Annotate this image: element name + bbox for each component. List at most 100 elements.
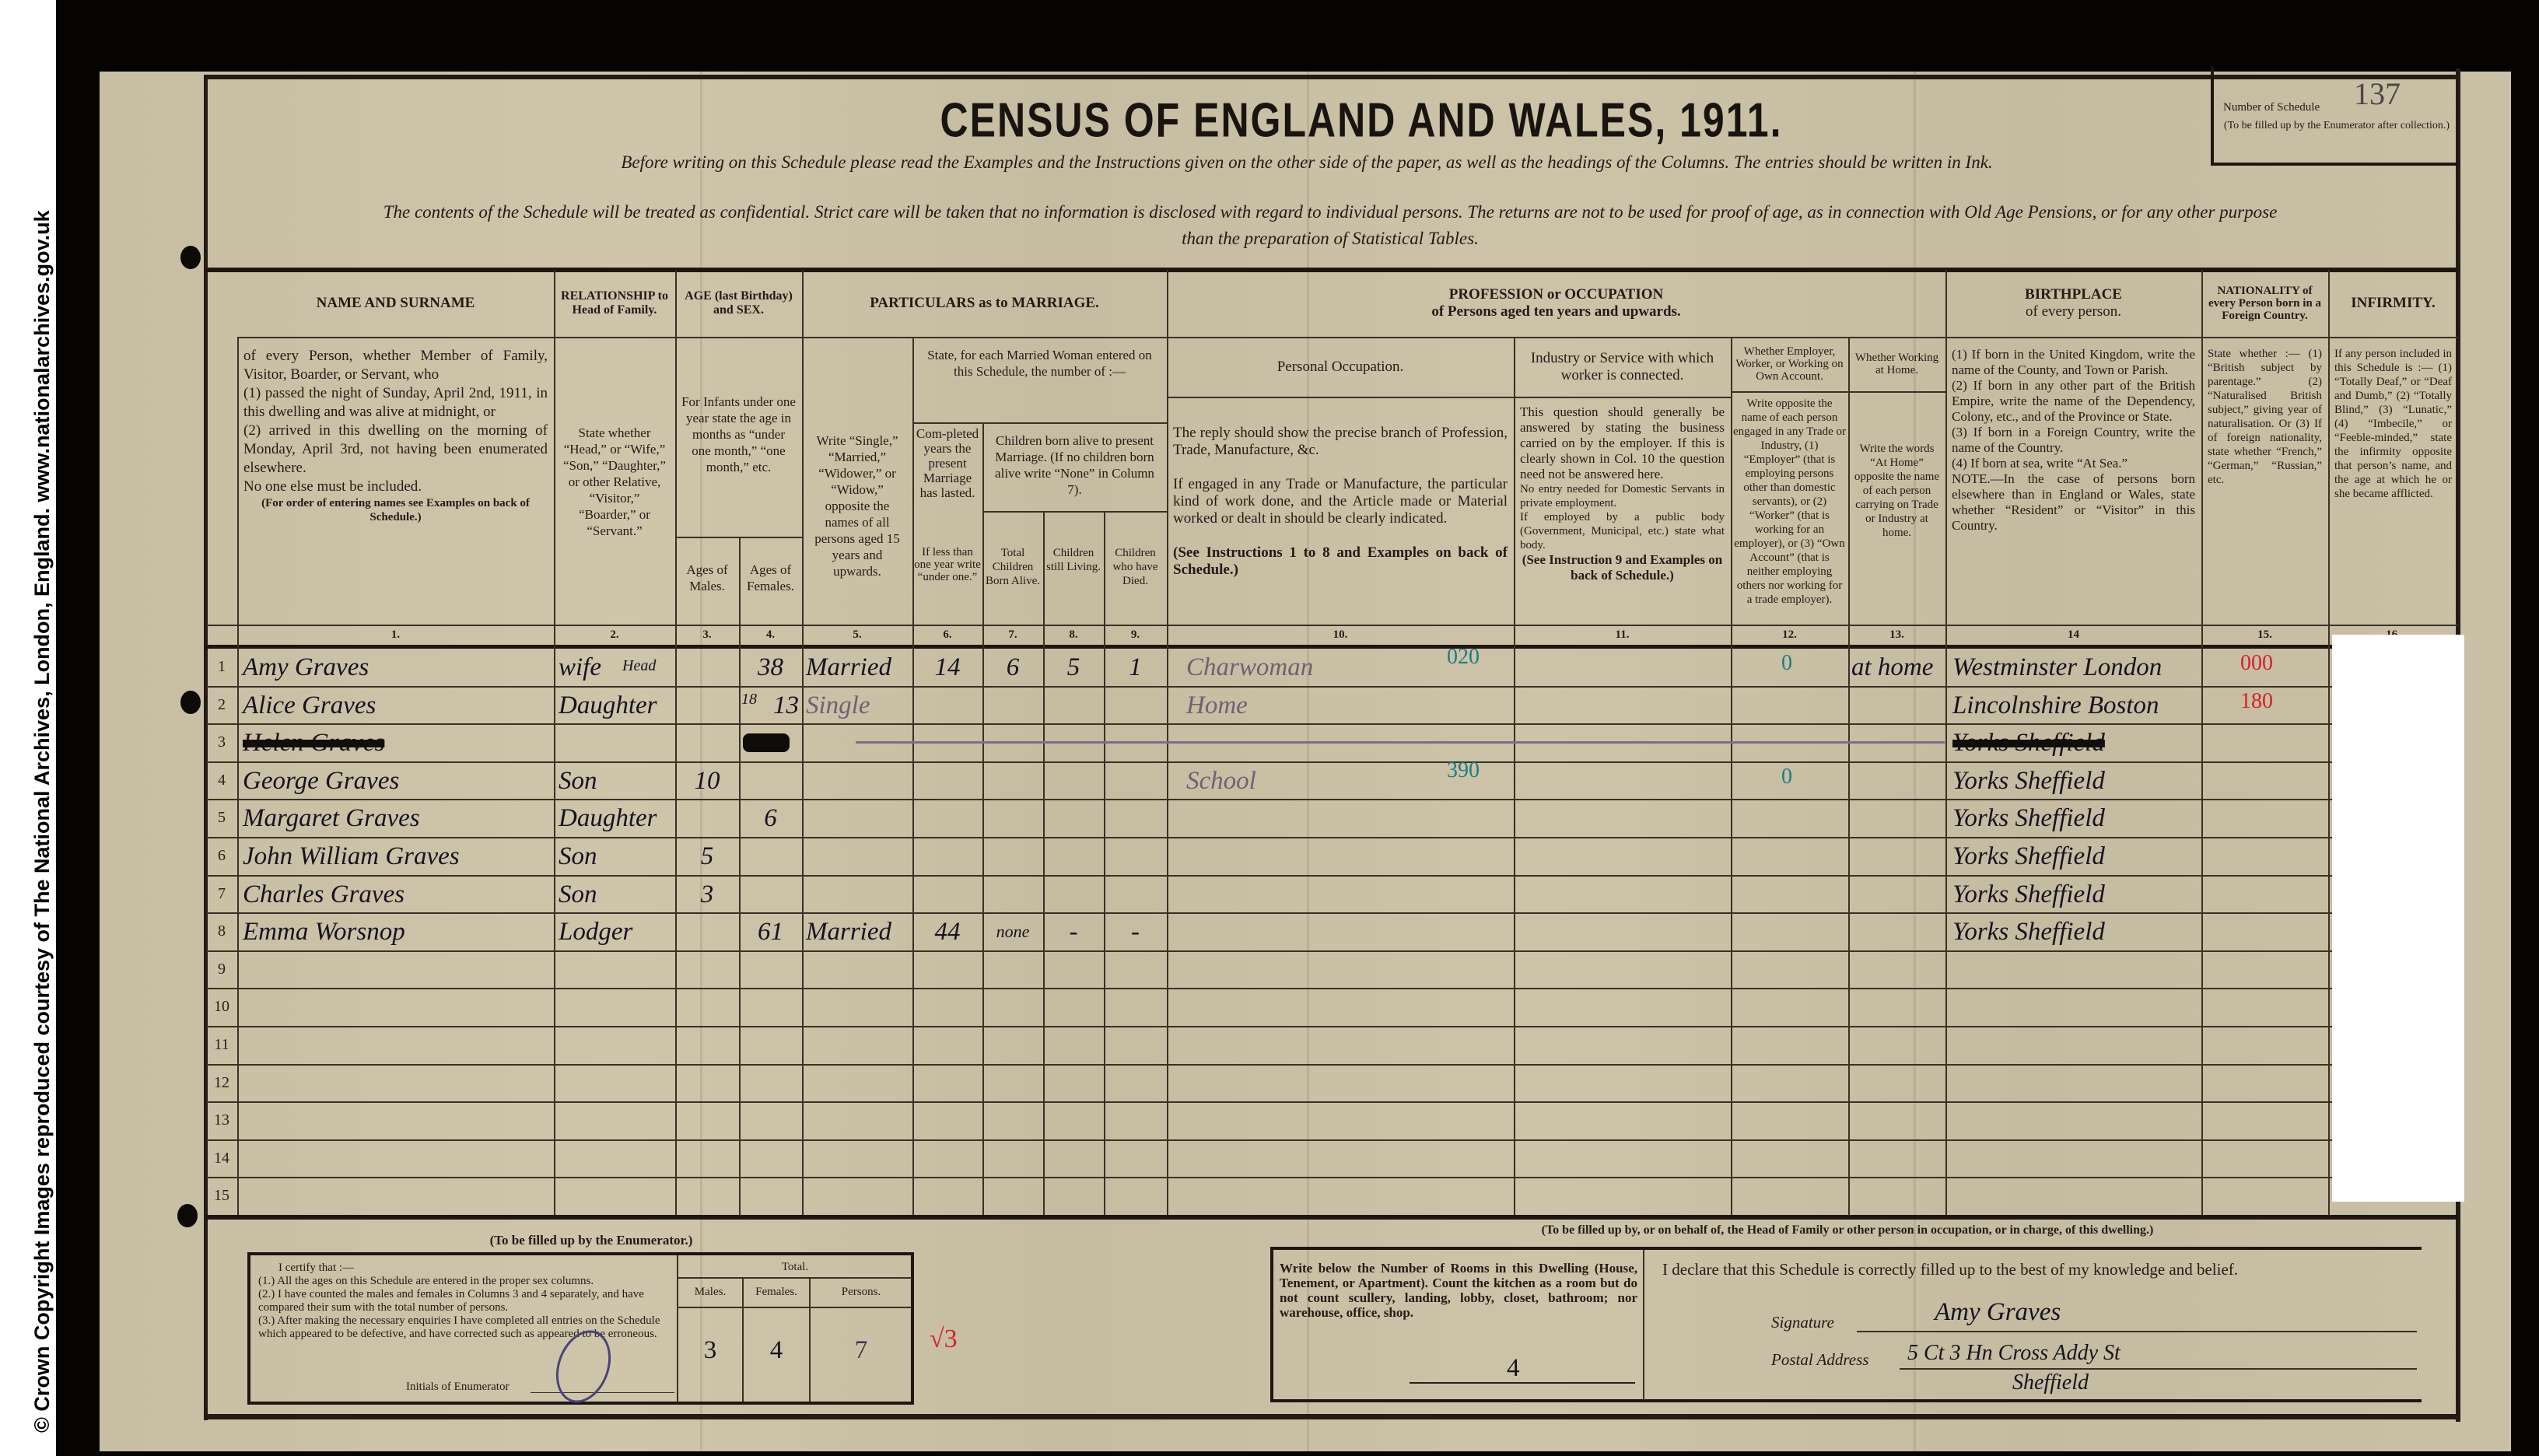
male-age: 3 [700,880,714,908]
enumerator-check-mark: √3 [930,1325,958,1353]
rooms-line [1410,1382,1635,1384]
persons-label: Persons. [841,1286,881,1298]
signature: Amy Graves [1935,1298,2061,1326]
relationship: Son [559,842,597,870]
person-name: Helen Graves [243,729,385,758]
header-nationality-desc: State whether :— (1) “British subject by… [2208,348,2322,486]
total-females: 4 [769,1336,783,1364]
marital-condition: Married [806,918,891,947]
binder-hole [180,246,201,269]
header-col11-desc-4: (See Instruction 9 and Examples on back … [1522,552,1723,583]
children-died: 1 [1129,653,1142,681]
nationality-code: 180 [2240,688,2273,713]
column-rule [1104,511,1105,1217]
number-of-rooms: 4 [1507,1354,1520,1382]
birthplace: Yorks Sheffield [1952,880,2105,908]
header-birthplace-subtitle: of every person. [2026,303,2121,320]
row-number: 7 [218,884,226,902]
rule [678,1307,912,1308]
header-col12: Whether Employer, Worker, or Working on … [1735,345,1844,383]
relationship: Son [559,766,597,795]
column-rule [675,270,677,1217]
frame-top [204,75,2460,79]
confidentiality-notice-cont: than the preparation of Statistical Tabl… [1182,229,1479,248]
header-birthplace-title: BIRTHPLACE [2025,286,2122,303]
row-number: 4 [218,771,226,789]
rooms-instruction: Write below the Number of Rooms in this … [1280,1261,1637,1320]
column-rule [1514,337,1515,1217]
male-age: 10 [694,766,720,795]
header-birthplace: BIRTHPLACE of every person. [1945,270,2201,337]
head-of-family-box: Write below the Number of Rooms in this … [1270,1247,2422,1402]
column-rule [982,422,984,1217]
column-rule [1043,511,1045,1217]
row-rule [206,723,2458,726]
employer-code: 0 [1781,764,1792,789]
column-number: 3. [702,628,712,641]
header-col11: Industry or Service with which worker is… [1530,349,1714,383]
row-number: 3 [218,733,226,751]
household-row [206,762,2458,800]
header-relationship: RELATIONSHIP to Head of Family. [561,289,668,317]
header-marriage: PARTICULARS as to MARRIAGE. [870,295,1099,311]
initials-label: Initials of Enumerator [406,1381,510,1393]
row-rule [206,950,2458,952]
header-age-females: Ages of Females. [747,562,794,593]
header-col12-desc: Write opposite the name of each person e… [1733,397,1846,606]
household-row [206,1178,2458,1216]
header-age-males: Ages of Males. [686,562,728,593]
birthplace: Yorks Sheffield [1952,729,2105,758]
pencil-strike-line [856,741,1945,744]
header-col11-desc-1: This question should generally be answer… [1520,404,1725,481]
column-number: 11. [1615,628,1630,641]
column-number: 5. [853,628,862,641]
header-col13-desc: Write the words “At Home” opposite the n… [1854,443,1940,539]
household-row [206,1102,2458,1140]
males-label: Males. [694,1286,727,1298]
person-name: Amy Graves [243,653,369,681]
header-col10-desc-1: The reply should show the precise branch… [1173,425,1508,458]
header-col5-desc: Write “Single,” “Married,” “Widower,” or… [814,433,900,579]
children-living: 5 [1066,653,1080,681]
household-row [206,1065,2458,1103]
household-row [206,951,2458,989]
header-birthplace-desc-3: (3) If born in a Foreign Country, write … [1952,425,2195,455]
rule [678,1277,912,1279]
birthplace: Lincolnshire Boston [1952,691,2159,719]
column-number: 6. [943,628,952,641]
header-number-rule [206,625,2458,626]
column-rule [237,337,239,1217]
total-persons: 7 [854,1336,868,1364]
row-number: 5 [218,809,226,827]
header-profession: PROFESSION or OCCUPATION of Persons aged… [1167,270,1945,337]
column-rule [2201,270,2203,1217]
enumerator-box: I certify that :— (1.) All the ages on t… [247,1252,914,1411]
schedule-number-note: (To be filled up by the Enumerator after… [2223,120,2450,131]
header-col10-desc: The reply should show the precise branch… [1167,420,1514,583]
birthplace: Yorks Sheffield [1952,842,2105,870]
head-of-family-heading: (To be filled up by, or on behalf of, th… [1541,1223,2154,1237]
rule [809,1277,811,1402]
rows-top-rule [206,645,2458,649]
row-number: 8 [218,922,226,940]
relationship: Daughter [559,691,657,719]
birthplace: Yorks Sheffield [1952,766,2105,795]
column-number: 12. [1782,628,1797,641]
row-rule [206,1177,2458,1179]
rows-bottom-rule [206,1215,2458,1220]
rule [912,422,1167,424]
household-row [206,1027,2458,1065]
header-col7: Total Children Born Alive. [986,547,1040,587]
header-relationship-desc: State whether “Head,” or “Wife,” “Son,” … [563,425,666,538]
certify-item-3: (3.) After making the necessary enquirie… [258,1314,660,1340]
total-label: Total. [781,1261,809,1273]
column-rule [739,537,741,1217]
person-name: Emma Worsnop [243,918,405,947]
header-col13: Whether Working at Home. [1854,352,1939,376]
row-number: 13 [214,1111,229,1129]
total-males: 3 [703,1336,717,1364]
column-number: 14 [2068,628,2079,641]
row-number: 1 [218,658,226,675]
column-number: 13. [1889,628,1904,641]
rule [1731,391,1945,393]
